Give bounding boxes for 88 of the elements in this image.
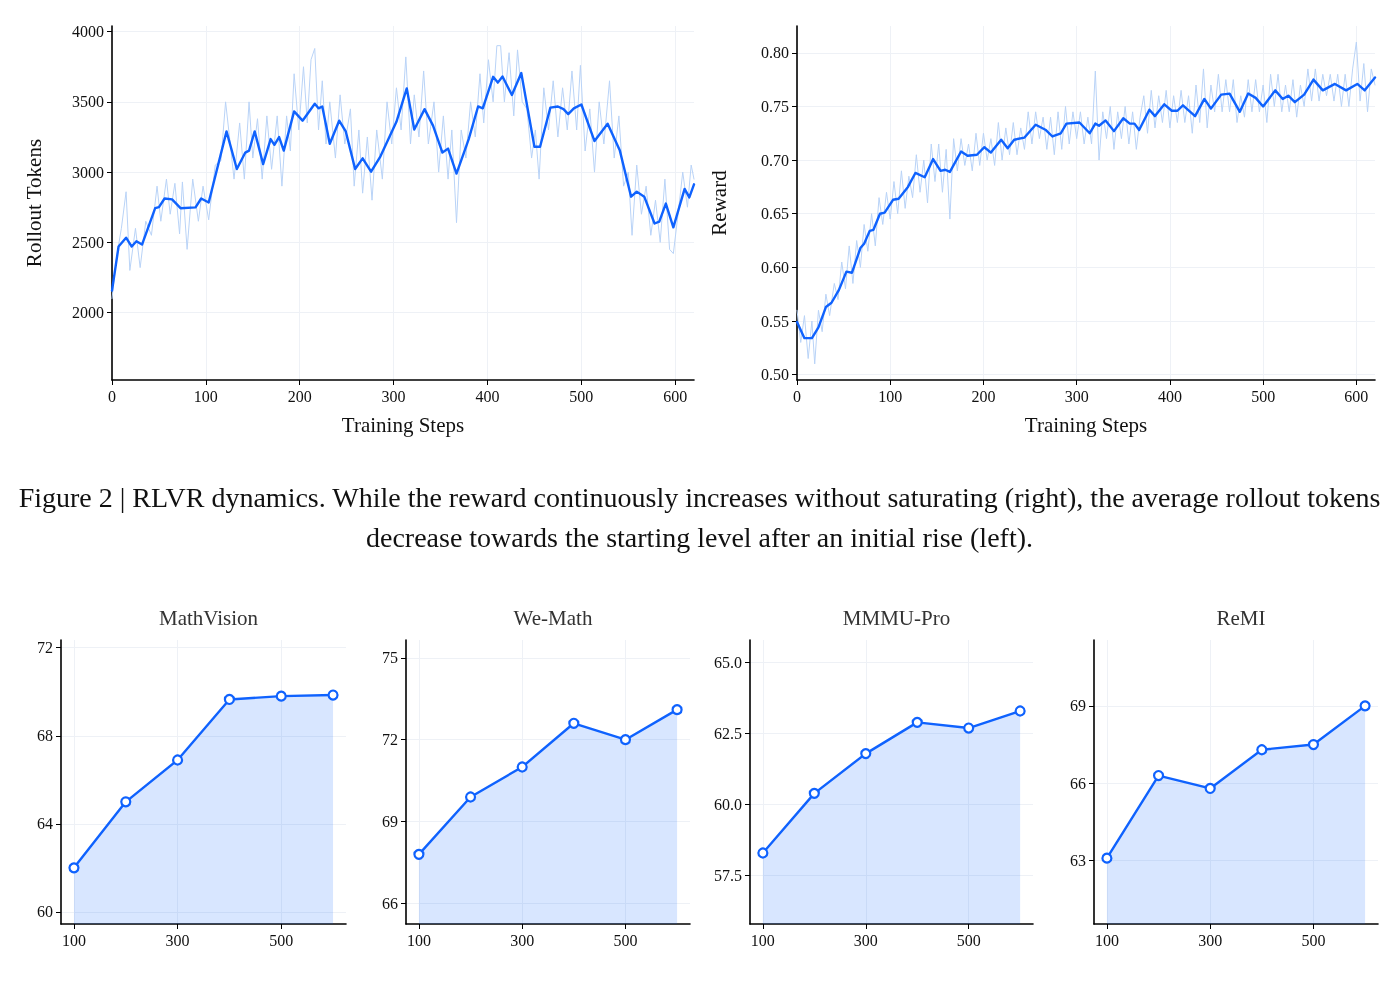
x-tick-label: 500 [956, 931, 981, 949]
y-tick-label: 63 [1070, 852, 1086, 870]
x-tick-label: 300 [1064, 387, 1089, 405]
x-tick-label: 500 [1251, 387, 1276, 405]
y-tick-label: 4000 [72, 23, 104, 41]
y-tick-label: 0.55 [761, 312, 789, 330]
y-tick-label: 0.75 [761, 97, 789, 115]
x-tick-label: 500 [1301, 931, 1326, 949]
y-tick-label: 64 [37, 815, 53, 833]
point [1359, 700, 1371, 712]
y-tick-label: 72 [37, 639, 53, 657]
point [568, 717, 580, 729]
x-tick-label: 100 [61, 931, 86, 949]
point [963, 722, 975, 734]
point [808, 787, 820, 799]
y-tick-label: 2500 [72, 233, 104, 251]
chart-title: MMMU-Pro [842, 605, 951, 630]
x-tick-label: 600 [1344, 387, 1369, 405]
point [1101, 852, 1113, 864]
point [911, 716, 923, 728]
point [1014, 705, 1026, 717]
x-tick-label: 200 [971, 387, 996, 405]
point [223, 693, 236, 706]
point [120, 796, 132, 808]
y-tick-label: 66 [1070, 774, 1086, 792]
x-tick-label: 300 [165, 931, 190, 949]
x-tick-label: 400 [1157, 387, 1182, 405]
chart-title: We-Math [513, 605, 593, 630]
point [1256, 744, 1268, 756]
y-tick-label: 0.70 [761, 151, 789, 169]
y-axis-title: Rollout Tokens [21, 138, 46, 268]
y-tick-label: 66 [382, 895, 398, 913]
point [671, 704, 683, 716]
y-tick-label: 75 [382, 649, 398, 667]
point [327, 689, 339, 701]
x-tick-label: 0 [793, 387, 801, 405]
x-axis-title: Training Steps [1024, 412, 1148, 437]
caption: Figure 2 | RLVR dynamics. While the reward continuously increases without saturating (right), the average rollout tokens decrease towards the starting level after an initial rise (left). [17, 481, 1382, 555]
x-tick-label: 400 [475, 387, 500, 405]
y-tick-label: 3500 [72, 93, 104, 111]
x-tick-label: 300 [381, 387, 406, 405]
y-tick-label: 57.5 [714, 867, 742, 885]
y-tick-label: 0.80 [761, 44, 789, 62]
y-tick-label: 3000 [72, 163, 104, 181]
x-tick-label: 500 [269, 931, 294, 949]
point [464, 791, 477, 803]
x-tick-label: 0 [108, 387, 116, 405]
x-tick-label: 500 [569, 387, 594, 405]
x-tick-label: 300 [853, 931, 878, 949]
x-tick-label: 100 [1094, 931, 1119, 949]
x-axis-title: Training Steps [341, 412, 465, 437]
chart-title: ReMI [1216, 605, 1266, 630]
y-tick-label: 0.50 [761, 366, 789, 384]
y-tick-label: 62.5 [714, 725, 742, 743]
line-series [795, 76, 1377, 340]
x-tick-label: 100 [193, 387, 218, 405]
point [68, 862, 80, 874]
point [516, 761, 528, 773]
point [275, 690, 287, 702]
x-tick-label: 200 [287, 387, 312, 405]
y-tick-label: 0.65 [761, 205, 789, 223]
y-tick-label: 0.60 [761, 258, 789, 276]
y-tick-label: 68 [37, 727, 53, 745]
y-tick-label: 2000 [72, 304, 104, 322]
x-tick-label: 500 [613, 931, 638, 949]
line-series [796, 41, 1376, 365]
y-tick-label: 65.0 [714, 654, 742, 672]
x-tick-label: 600 [663, 387, 688, 405]
chart-title: MathVision [158, 605, 259, 630]
x-tick-label: 300 [1198, 931, 1223, 949]
point [757, 847, 769, 859]
y-tick-label: 69 [1070, 697, 1086, 715]
point [860, 748, 872, 760]
x-tick-label: 100 [750, 931, 775, 949]
y-tick-label: 60.0 [714, 796, 742, 814]
point [172, 754, 184, 766]
y-tick-label: 72 [382, 731, 398, 749]
x-tick-label: 100 [878, 387, 903, 405]
point [1204, 782, 1216, 795]
y-axis-title: Reward [706, 169, 731, 236]
y-tick-label: 69 [382, 813, 398, 831]
y-tick-label: 60 [37, 903, 53, 921]
point [413, 848, 425, 860]
point [619, 734, 632, 746]
x-tick-label: 300 [510, 931, 535, 949]
x-tick-label: 100 [406, 931, 431, 949]
point [1307, 738, 1320, 751]
point [1152, 769, 1165, 782]
